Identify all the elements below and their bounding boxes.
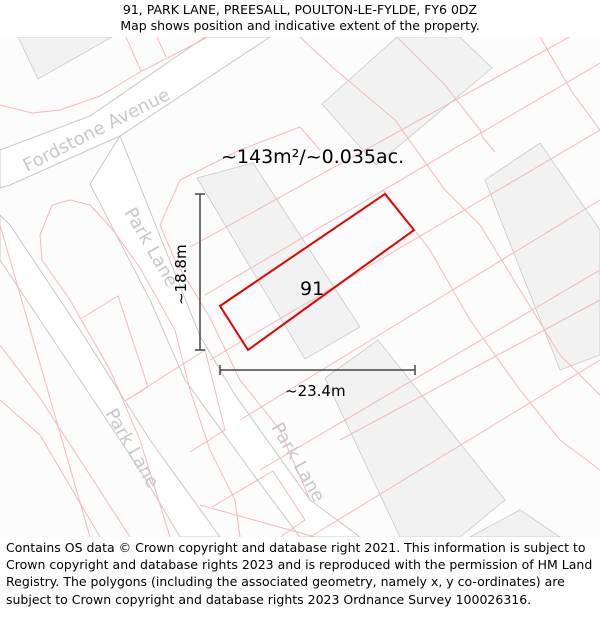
roads (0, 37, 361, 537)
road-park-lane-lower (0, 214, 221, 537)
road-park-lane-upper (89, 134, 361, 537)
area-label: ~143m²/~0.035ac. (221, 146, 404, 168)
map-subtitle: Map shows position and indicative extent… (120, 18, 480, 33)
width-dimension-label: ~23.4m (285, 382, 346, 400)
road-fordstone-avenue (0, 37, 271, 189)
map-header: 91, PARK LANE, PREESALL, POULTON-LE-FYLD… (0, 0, 600, 37)
road-label-fordstone-avenue: Fordstone Avenue (20, 84, 174, 176)
property-boundary-91[interactable] (218, 192, 416, 352)
property-address: 91, PARK LANE, PREESALL, POULTON-LE-FYLD… (122, 2, 478, 17)
plot-number-label: 91 (300, 278, 324, 300)
height-dimension-label: ~18.8m (172, 244, 190, 305)
height-dimension (195, 193, 205, 351)
property-map[interactable]: Fordstone Avenue Park Lane Park Lane Par… (0, 37, 600, 537)
copyright-notice: Contains OS data © Crown copyright and d… (6, 540, 593, 607)
buildings (17, 37, 600, 537)
width-dimension (219, 365, 416, 375)
parcel-boundaries (0, 37, 600, 537)
